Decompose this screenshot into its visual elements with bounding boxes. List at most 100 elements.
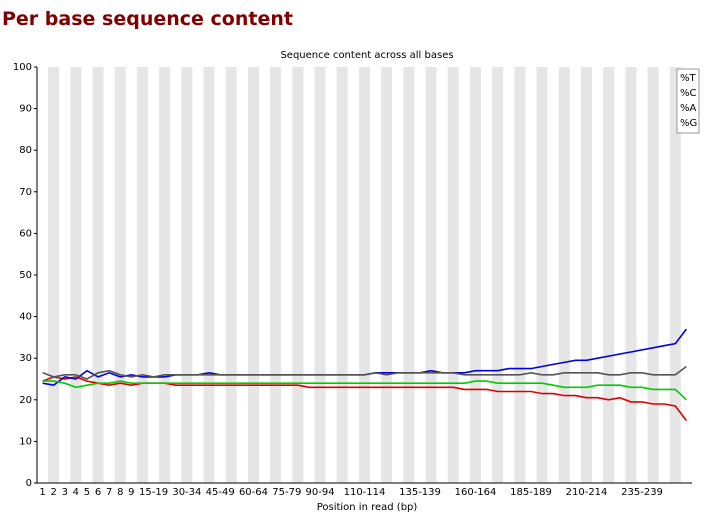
y-tick-label: 0 [26,478,32,489]
band [303,67,315,483]
series-line [42,380,687,401]
x-tick-label: 30-34 [172,487,201,498]
x-tick-label: 135-139 [399,487,441,498]
x-tick-label: 15-19 [139,487,168,498]
band [447,67,459,483]
x-tick-label: 160-164 [455,487,497,498]
band [203,67,215,483]
x-tick-label: 1 [39,487,45,498]
x-tick-label: 9 [128,487,134,498]
band [625,67,637,483]
band [436,67,448,483]
x-tick-label: 3 [62,487,68,498]
band [614,67,626,483]
legend-entry: %G [680,118,697,129]
x-tick-label: 2 [50,487,56,498]
legend-box [676,68,700,134]
band [669,67,681,483]
band [281,67,293,483]
band [569,67,581,483]
band [148,67,160,483]
band [214,67,226,483]
band [192,67,204,483]
y-tick-label: 20 [19,395,32,406]
band [425,67,437,483]
x-tick-label: 60-64 [239,487,268,498]
x-tick-label: 45-49 [206,487,235,498]
band [347,67,359,483]
band [181,67,193,483]
x-tick-label: 75-79 [272,487,301,498]
band [381,67,393,483]
x-tick-label: 235-239 [621,487,663,498]
legend-entry: %A [680,103,697,114]
band [136,67,149,483]
y-tick-label: 10 [19,436,32,447]
y-tick-label: 60 [19,228,32,239]
x-tick-label: 4 [73,487,79,498]
y-tick-label: 100 [13,62,32,73]
x-tick-label: 110-114 [344,487,386,498]
band [547,67,559,483]
y-tick-label: 50 [19,270,32,281]
band [536,67,548,483]
band [481,67,493,483]
band [658,67,670,483]
x-tick-label: 7 [106,487,112,498]
band [114,67,126,483]
band [325,67,337,483]
y-tick-label: 30 [19,353,32,364]
y-tick-label: 40 [19,312,32,323]
band [92,67,104,483]
band [259,67,271,483]
legend: %T %C %A %G [676,68,700,134]
x-tick-label: 8 [117,487,123,498]
legend-entry: %T [680,73,697,84]
x-tick-label: 185-189 [510,487,552,498]
band [592,67,604,483]
band [81,67,93,483]
band [59,67,71,483]
band [37,67,49,483]
band [403,67,415,483]
band [680,67,692,483]
band [469,67,482,483]
bands [37,67,692,483]
y-tick-label: 80 [19,145,32,156]
band [103,67,115,483]
page-title: Per base sequence content [2,8,293,30]
series-line [42,365,687,380]
band [525,67,537,483]
band [247,67,260,483]
band [159,67,171,483]
band [292,67,304,483]
band [358,67,371,483]
band [392,67,404,483]
chart-title: Sequence content across all bases [280,50,453,61]
x-axis-label: Position in read (bp) [317,502,418,513]
x-tick-label: 90-94 [306,487,335,498]
band [314,67,326,483]
band [514,67,526,483]
x-tick-label: 210-214 [566,487,608,498]
band [270,67,282,483]
band [336,67,348,483]
y-tick-label: 90 [19,104,32,115]
band [503,67,515,483]
band [225,67,237,483]
band [48,67,60,483]
band [558,67,570,483]
band [580,67,593,483]
band [636,67,648,483]
band [70,67,82,483]
y-tick-label: 70 [19,187,32,198]
x-tick-label: 5 [84,487,90,498]
band [458,67,470,483]
band [492,67,504,483]
band [647,67,659,483]
band [370,67,382,483]
band [125,67,137,483]
legend-entry: %C [680,88,697,99]
